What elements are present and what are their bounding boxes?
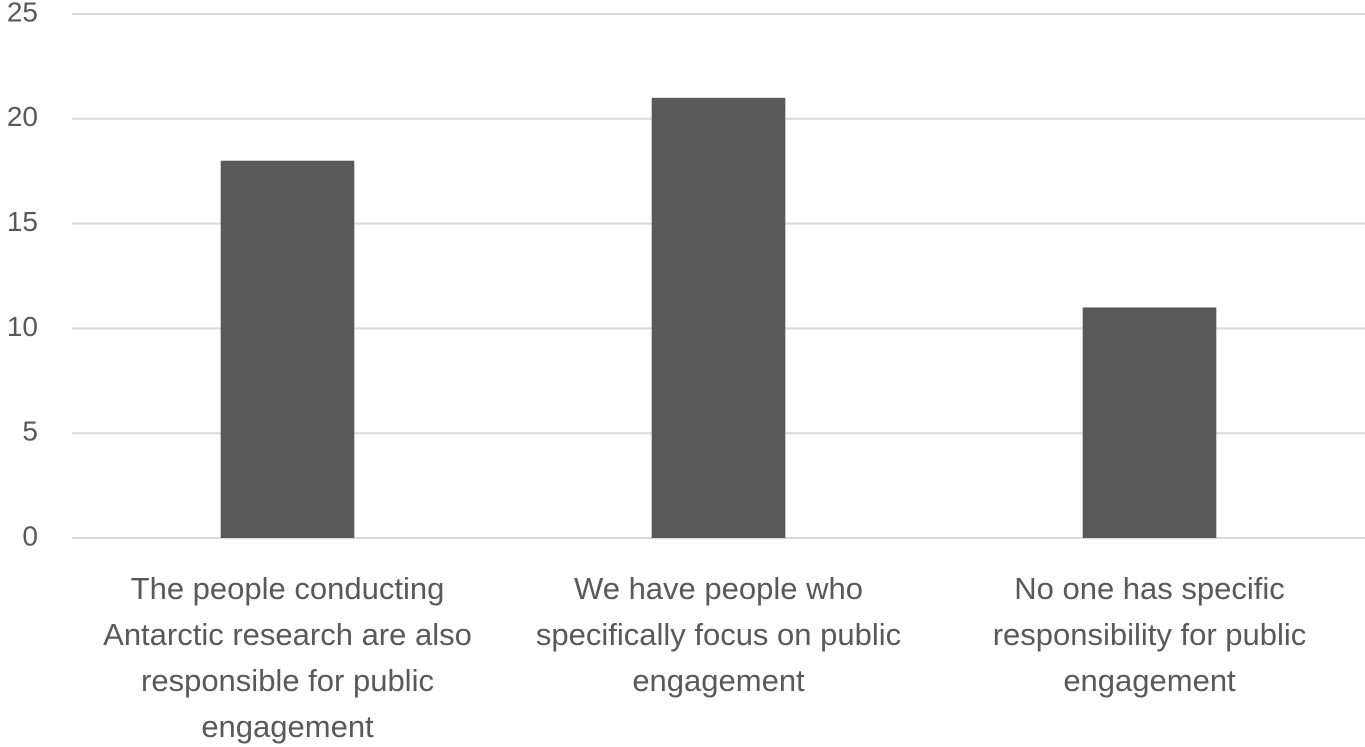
y-tick-label: 5: [22, 416, 38, 447]
bar: [1082, 307, 1217, 538]
bar: [220, 160, 355, 538]
y-tick-label: 15: [7, 206, 38, 237]
x-tick-label: We have people who specifically focus on…: [535, 571, 902, 698]
x-tick-label: No one has specific responsibility for p…: [992, 571, 1307, 698]
y-tick-label: 10: [7, 311, 38, 342]
y-tick-label: 25: [7, 0, 38, 27]
bar: [651, 97, 786, 538]
y-tick-label: 0: [22, 520, 38, 551]
y-tick-label: 20: [7, 101, 38, 132]
x-tick-label: The people conducting Antarctic research…: [103, 571, 472, 744]
